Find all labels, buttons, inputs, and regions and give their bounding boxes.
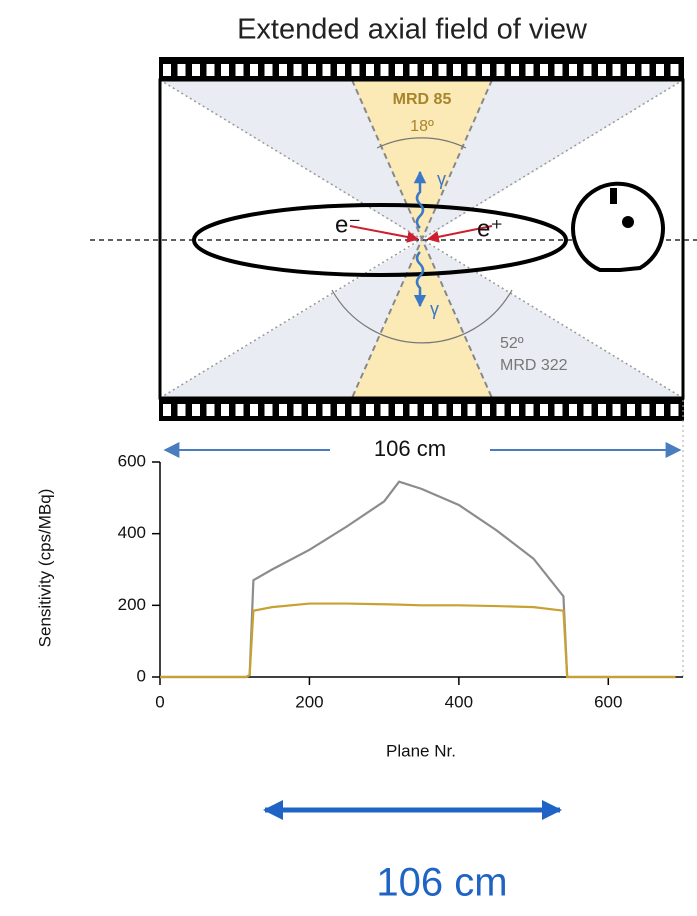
annotation: e⁻	[335, 211, 361, 238]
y-tick-label: 400	[118, 523, 146, 542]
annotation: γ	[437, 169, 446, 189]
span-label: 106 cm	[374, 436, 446, 461]
x-tick-label: 0	[155, 692, 164, 711]
scanner-diagram: MRD 85 18º γ e⁻ e⁺ γ 52º MRD 322	[90, 57, 697, 421]
x-tick-label: 600	[594, 692, 622, 711]
annotation: 18º	[410, 118, 434, 135]
bottom-arrow: 106 cm	[263, 800, 562, 905]
y-tick-label: 200	[118, 595, 146, 614]
span-label: 106 cm	[376, 861, 507, 905]
y-tick-label: 600	[118, 451, 146, 470]
span-arrow: 106 cm	[163, 436, 682, 461]
title: Extended axial field of view	[237, 14, 588, 46]
annotation: MRD 322	[500, 357, 568, 374]
x-tick-label: 400	[445, 692, 473, 711]
series-line	[160, 602, 676, 679]
x-tick-label: 200	[295, 692, 323, 711]
series-line	[160, 480, 676, 679]
annotation: γ	[430, 299, 439, 319]
y-axis-label: Sensitivity (cps/MBq)	[35, 489, 54, 648]
annotation: MRD 85	[393, 91, 452, 108]
y-tick-label: 0	[137, 666, 146, 685]
annotation: e⁺	[477, 215, 503, 242]
x-axis-label: Plane Nr.	[386, 741, 456, 760]
annotation: 52º	[500, 335, 524, 352]
